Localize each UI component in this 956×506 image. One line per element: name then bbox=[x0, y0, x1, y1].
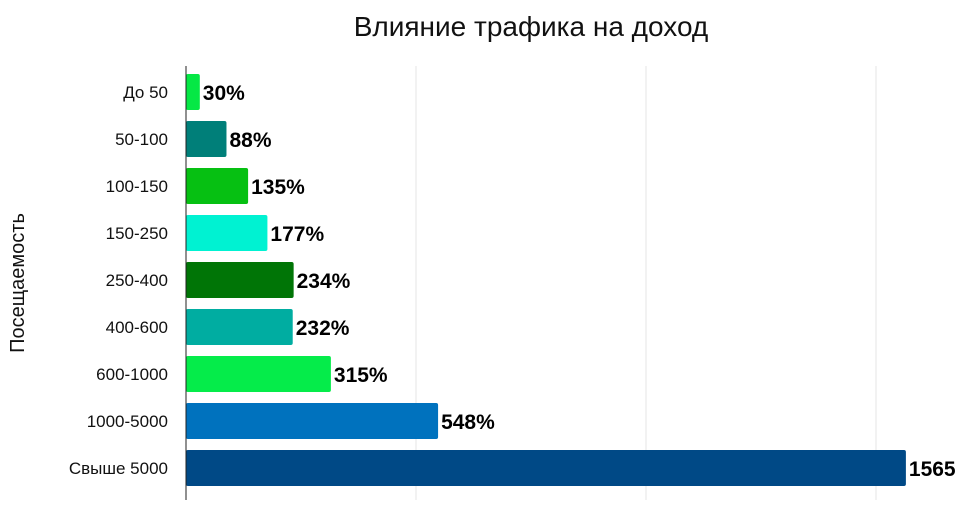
category-tick-label: 250-400 bbox=[106, 271, 168, 290]
chart-title: Влияние трафика на доход bbox=[354, 11, 709, 42]
bar bbox=[186, 215, 268, 251]
data-label: 1565% bbox=[909, 458, 956, 481]
data-label: 548% bbox=[441, 411, 495, 434]
bar bbox=[186, 262, 294, 298]
data-label: 177% bbox=[270, 223, 324, 246]
data-label: 135% bbox=[251, 176, 305, 199]
category-tick-label: 50-100 bbox=[115, 130, 168, 149]
bar bbox=[186, 309, 293, 345]
y-axis-label: Посещаемость bbox=[7, 213, 29, 353]
category-tick-label: 400-600 bbox=[106, 318, 168, 337]
data-label: 30% bbox=[203, 82, 245, 105]
bar bbox=[186, 121, 227, 157]
category-tick-labels: До 50 50-100 100-150 150-250 250-400 400-600 6… bbox=[69, 83, 168, 478]
data-label: 232% bbox=[296, 317, 350, 340]
bars bbox=[186, 74, 906, 486]
category-tick-label: 150-250 bbox=[106, 224, 168, 243]
bar bbox=[186, 74, 200, 110]
category-tick-label: Свыше 5000 bbox=[69, 459, 168, 478]
bar bbox=[186, 356, 331, 392]
bar bbox=[186, 450, 906, 486]
bar bbox=[186, 403, 439, 439]
category-tick-label: 600-1000 bbox=[96, 365, 168, 384]
bar bbox=[186, 168, 249, 204]
grid-lines bbox=[415, 66, 877, 500]
data-label: 234% bbox=[297, 270, 351, 293]
category-tick-label: 100-150 bbox=[106, 177, 168, 196]
data-labels: 30% 88% 135% 177% 234% 232% 315% 548% 1565% bbox=[203, 82, 956, 481]
category-tick-label: 1000-5000 bbox=[87, 412, 168, 431]
data-label: 88% bbox=[229, 129, 271, 152]
category-tick-label: До 50 bbox=[123, 83, 168, 102]
data-label: 315% bbox=[334, 364, 388, 387]
